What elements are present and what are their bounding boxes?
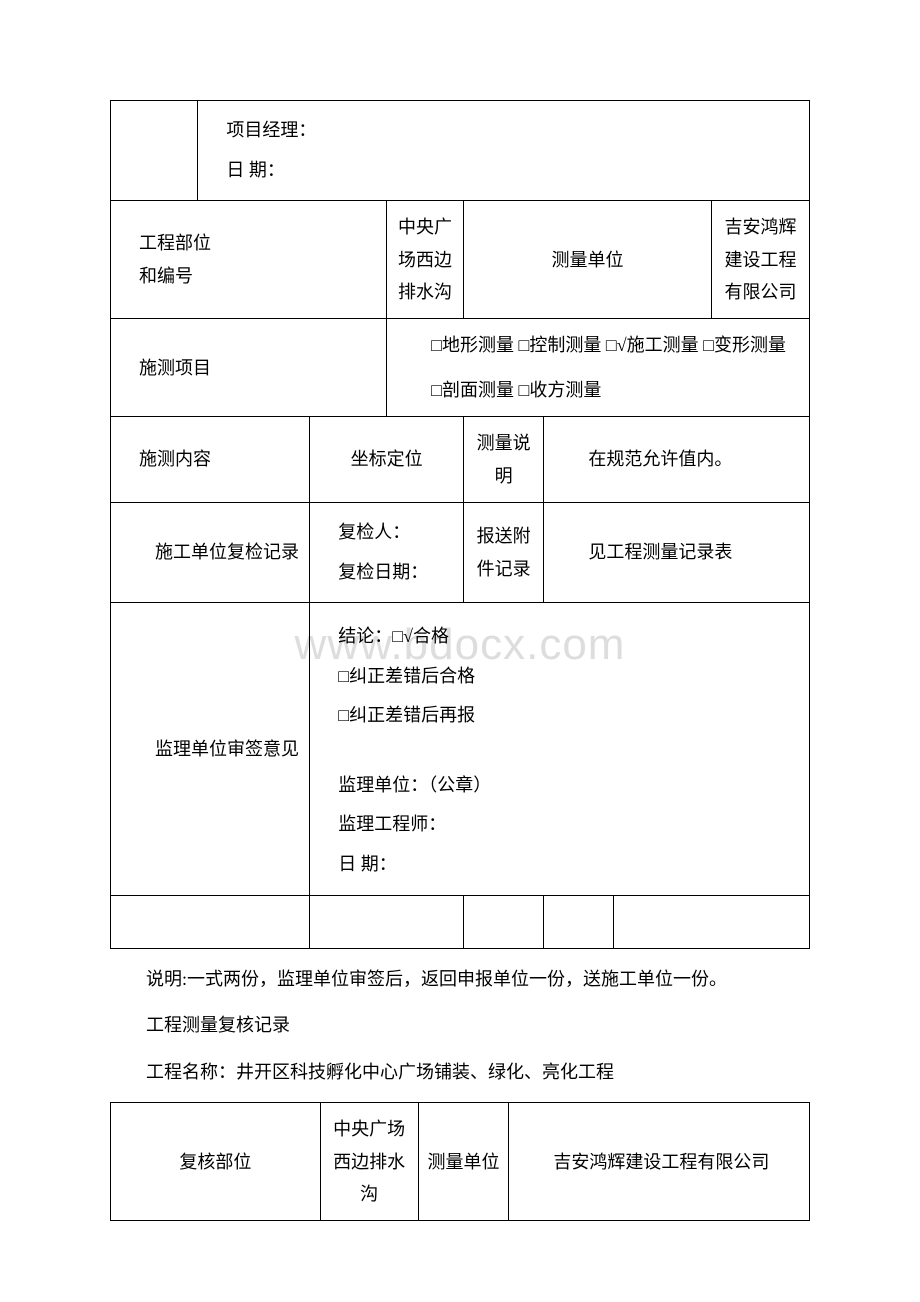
value-coordinate: 坐标定位 [310, 417, 464, 503]
text-supervisor-unit: 监理单位：（公章） [338, 766, 801, 806]
value-location: 中央广场西边排水沟 [387, 201, 464, 319]
value-measure-unit-2: 吉安鸿辉建设工程有限公司 [517, 1146, 801, 1178]
text-recheck-date: 复检日期： [318, 553, 455, 593]
label-measure-unit: 测量单位 [463, 201, 711, 319]
text-rechecker: 复检人： [318, 513, 455, 553]
row-project-manager: 项目经理： 日 期： [111, 101, 810, 201]
value-measure-unit: 吉安鸿辉建设工程有限公司 [712, 201, 810, 319]
text-supervisor-date: 日 期： [338, 845, 801, 885]
text-measure-options-2: □剖面测量 □收方测量 [395, 374, 801, 406]
text-supervisor-engineer: 监理工程师： [338, 805, 801, 845]
row-supervisor-opinion: 监理单位审签意见 结论：□√合格 □纠正差错后合格 □纠正差错后再报 监理单位：… [111, 603, 810, 896]
row-measure-content: 施测内容 坐标定位 测量说明 在规范允许值内。 [111, 417, 810, 503]
row-measure-project: 施测项目 □地形测量 □控制测量 □√施工测量 □变形测量 □剖面测量 □收方测… [111, 319, 810, 417]
text-correct-pass: □纠正差错后合格 [338, 657, 801, 697]
value-recheck-location: 中央广场西边排水沟 [320, 1103, 418, 1221]
label-measure-desc: 测量说明 [463, 417, 543, 503]
label-project-location: 工程部位 [119, 227, 378, 259]
text-date: 日 期： [206, 151, 801, 191]
label-recheck-location: 复核部位 [111, 1103, 321, 1221]
text-correct-resubmit: □纠正差错后再报 [338, 696, 801, 736]
label-measure-content: 施测内容 [119, 443, 301, 475]
text-measure-options-1: □地形测量 □控制测量 □√施工测量 □变形测量 [395, 329, 801, 361]
form-table-2: 复核部位 中央广场西边排水沟 测量单位 吉安鸿辉建设工程有限公司 [110, 1102, 810, 1221]
paragraph-note: 说明:一式两份，监理单位审签后，返回申报单位一份，送施工单位一份。 [110, 963, 810, 995]
label-supervisor-opinion: 监理单位审签意见 [119, 733, 301, 765]
label-measure-unit-2: 测量单位 [418, 1103, 509, 1221]
paragraph-project-name: 工程名称：井开区科技孵化中心广场铺装、绿化、亮化工程 [110, 1056, 810, 1088]
form-table-1: 项目经理： 日 期： 工程部位 和编号 中央广场西边排水沟 测量单位 吉安鸿辉建… [110, 100, 810, 949]
row-recheck-record: 施工单位复检记录 复检人： 复检日期： 报送附件记录 见工程测量记录表 [111, 502, 810, 602]
text-project-manager: 项目经理： [206, 111, 801, 151]
text-conclusion: 结论：□√合格 [338, 617, 801, 657]
label-project-number: 和编号 [119, 260, 378, 292]
row-empty [111, 895, 810, 948]
row-recheck-location: 复核部位 中央广场西边排水沟 测量单位 吉安鸿辉建设工程有限公司 [111, 1103, 810, 1221]
label-measure-project: 施测项目 [119, 352, 378, 384]
value-measure-desc: 在规范允许值内。 [552, 443, 801, 475]
label-attachment: 报送附件记录 [463, 502, 543, 602]
label-recheck-record: 施工单位复检记录 [119, 536, 301, 568]
paragraph-title: 工程测量复核记录 [110, 1009, 810, 1041]
row-project-location: 工程部位 和编号 中央广场西边排水沟 测量单位 吉安鸿辉建设工程有限公司 [111, 201, 810, 319]
value-attachment: 见工程测量记录表 [552, 536, 801, 568]
